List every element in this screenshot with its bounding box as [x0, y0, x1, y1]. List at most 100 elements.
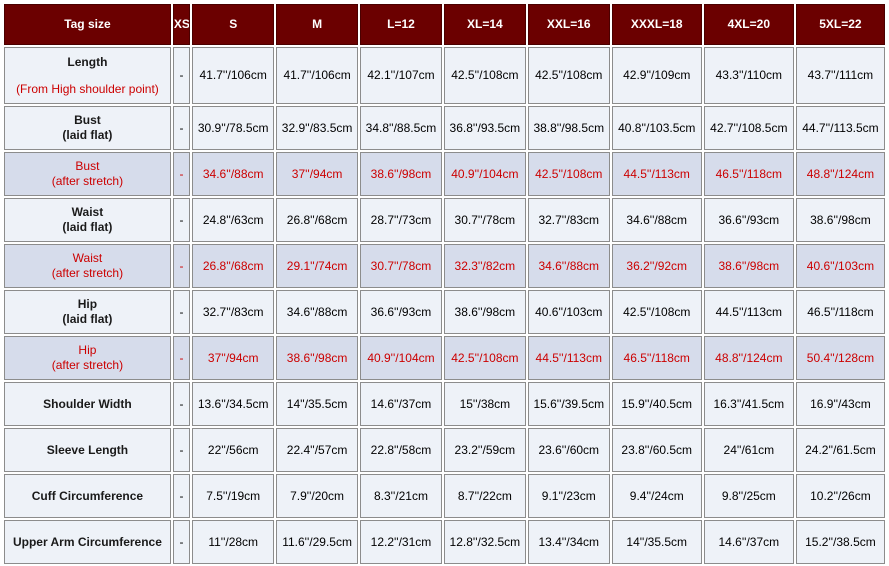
table-cell: 36.6''/93cm: [703, 198, 794, 242]
table-cell: 24''/61cm: [703, 428, 794, 472]
table-cell: 14''/35.5cm: [611, 520, 702, 564]
table-cell: 13.4''/34cm: [527, 520, 610, 564]
row-label: Upper Arm Circumference: [4, 520, 171, 564]
table-cell: 44.5''/113cm: [703, 290, 794, 334]
table-cell: 42.5''/108cm: [443, 47, 526, 104]
table-cell: 50.4''/128cm: [795, 336, 885, 380]
table-row: Hip (after stretch) -37''/94cm 38.6''/98cm 4…: [4, 336, 885, 380]
table-cell: 12.8''/32.5cm: [443, 520, 526, 564]
table-cell: 22''/56cm: [192, 428, 275, 472]
table-cell: 7.9''/20cm: [276, 474, 359, 518]
row-label-line2: (laid flat): [62, 128, 113, 142]
table-cell: 24.2''/61.5cm: [795, 428, 885, 472]
table-cell: 37''/94cm: [192, 336, 275, 380]
row-label: Bust (after stretch): [4, 152, 171, 196]
table-cell: -: [172, 106, 191, 150]
table-cell: -: [172, 474, 191, 518]
table-cell: 13.6''/34.5cm: [192, 382, 275, 426]
table-row: Bust (after stretch) -34.6''/88cm 37''/94cm…: [4, 152, 885, 196]
table-cell: 14.6''/37cm: [703, 520, 794, 564]
row-label-line1: Waist: [71, 205, 104, 219]
table-cell: 40.6''/103cm: [527, 290, 610, 334]
table-cell: 11.6''/29.5cm: [276, 520, 359, 564]
table-cell: 42.5''/108cm: [611, 290, 702, 334]
table-cell: 11''/28cm: [192, 520, 275, 564]
header-size-xxl: XXL=16: [527, 4, 610, 45]
row-label-line1: Hip: [78, 343, 97, 357]
row-label-line2: (after stretch): [51, 174, 124, 188]
row-label: Waist (after stretch): [4, 244, 171, 288]
table-cell: -: [172, 152, 191, 196]
table-cell: 42.5''/108cm: [527, 152, 610, 196]
table-cell: -: [172, 428, 191, 472]
row-label: Cuff Circumference: [4, 474, 171, 518]
table-cell: 42.5''/108cm: [527, 47, 610, 104]
table-row: Length (From High shoulder point) -41.7''/…: [4, 47, 885, 104]
table-cell: 12.2''/31cm: [360, 520, 442, 564]
header-size-xl: XL=14: [443, 4, 526, 45]
table-cell: 23.8''/60.5cm: [611, 428, 702, 472]
row-label: Sleeve Length: [4, 428, 171, 472]
table-cell: 22.8''/58cm: [360, 428, 442, 472]
table-cell: 38.8''/98.5cm: [527, 106, 610, 150]
table-cell: 40.6''/103cm: [795, 244, 885, 288]
table-cell: -: [172, 47, 191, 104]
table-cell: 38.6''/98cm: [360, 152, 442, 196]
table-cell: 15.9''/40.5cm: [611, 382, 702, 426]
table-cell: 30.9''/78.5cm: [192, 106, 275, 150]
table-row: Sleeve Length -22''/56cm 22.4''/57cm 22.8''…: [4, 428, 885, 472]
table-cell: 34.6''/88cm: [192, 152, 275, 196]
table-cell: 34.6''/88cm: [611, 198, 702, 242]
table-cell: 36.2''/92cm: [611, 244, 702, 288]
table-cell: 46.5''/118cm: [703, 152, 794, 196]
table-row: Upper Arm Circumference -11''/28cm 11.6''/…: [4, 520, 885, 564]
table-cell: 38.6''/98cm: [795, 198, 885, 242]
table-cell: -: [172, 382, 191, 426]
row-label: Length (From High shoulder point): [4, 47, 171, 104]
table-cell: 32.3''/82cm: [443, 244, 526, 288]
table-cell: 43.3''/110cm: [703, 47, 794, 104]
table-cell: 16.9''/43cm: [795, 382, 885, 426]
table-cell: 23.2''/59cm: [443, 428, 526, 472]
header-size-5xl: 5XL=22: [795, 4, 885, 45]
table-cell: 44.5''/113cm: [527, 336, 610, 380]
table-cell: 28.7''/73cm: [360, 198, 442, 242]
table-cell: 9.4''/24cm: [611, 474, 702, 518]
row-label-line1: Shoulder Width: [43, 396, 132, 411]
header-row: Tag size XS S M L=12 XL=14 XXL=16 XXXL=1…: [4, 4, 885, 45]
row-label-line2: (laid flat): [62, 312, 113, 326]
header-size-l: L=12: [360, 4, 442, 45]
table-cell: 40.9''/104cm: [443, 152, 526, 196]
header-size-m: M: [276, 4, 359, 45]
table-cell: 46.5''/118cm: [611, 336, 702, 380]
table-cell: 36.6''/93cm: [360, 290, 442, 334]
row-label-line1: Cuff Circumference: [31, 488, 144, 503]
table-row: Hip (laid flat) -32.7''/83cm 34.6''/88cm 36.…: [4, 290, 885, 334]
row-label-line1: Bust: [75, 159, 100, 173]
table-row: Waist (laid flat) -24.8''/63cm 26.8''/68cm 2…: [4, 198, 885, 242]
header-size-xxxl: XXXL=18: [611, 4, 702, 45]
table-cell: 44.5''/113cm: [611, 152, 702, 196]
table-row: Waist (after stretch) -26.8''/68cm 29.1''/7…: [4, 244, 885, 288]
table-cell: 42.9''/109cm: [611, 47, 702, 104]
table-cell: 14.6''/37cm: [360, 382, 442, 426]
header-size-xs: XS: [172, 4, 191, 45]
table-cell: 26.8''/68cm: [192, 244, 275, 288]
table-cell: 48.8''/124cm: [795, 152, 885, 196]
row-label-line1: Waist: [72, 251, 103, 265]
table-cell: 38.6''/98cm: [703, 244, 794, 288]
table-cell: 26.8''/68cm: [276, 198, 359, 242]
row-label-line2: (after stretch): [51, 266, 124, 280]
table-cell: 30.7''/78cm: [360, 244, 442, 288]
table-cell: 29.1''/74cm: [276, 244, 359, 288]
row-label-line2: (after stretch): [51, 358, 124, 372]
row-label-line1: Sleeve Length: [46, 442, 129, 457]
table-cell: 37''/94cm: [276, 152, 359, 196]
table-cell: 46.5''/118cm: [795, 290, 885, 334]
table-cell: 36.8''/93.5cm: [443, 106, 526, 150]
table-cell: 23.6''/60cm: [527, 428, 610, 472]
table-cell: 40.9''/104cm: [360, 336, 442, 380]
row-label: Shoulder Width: [4, 382, 171, 426]
table-cell: -: [172, 520, 191, 564]
